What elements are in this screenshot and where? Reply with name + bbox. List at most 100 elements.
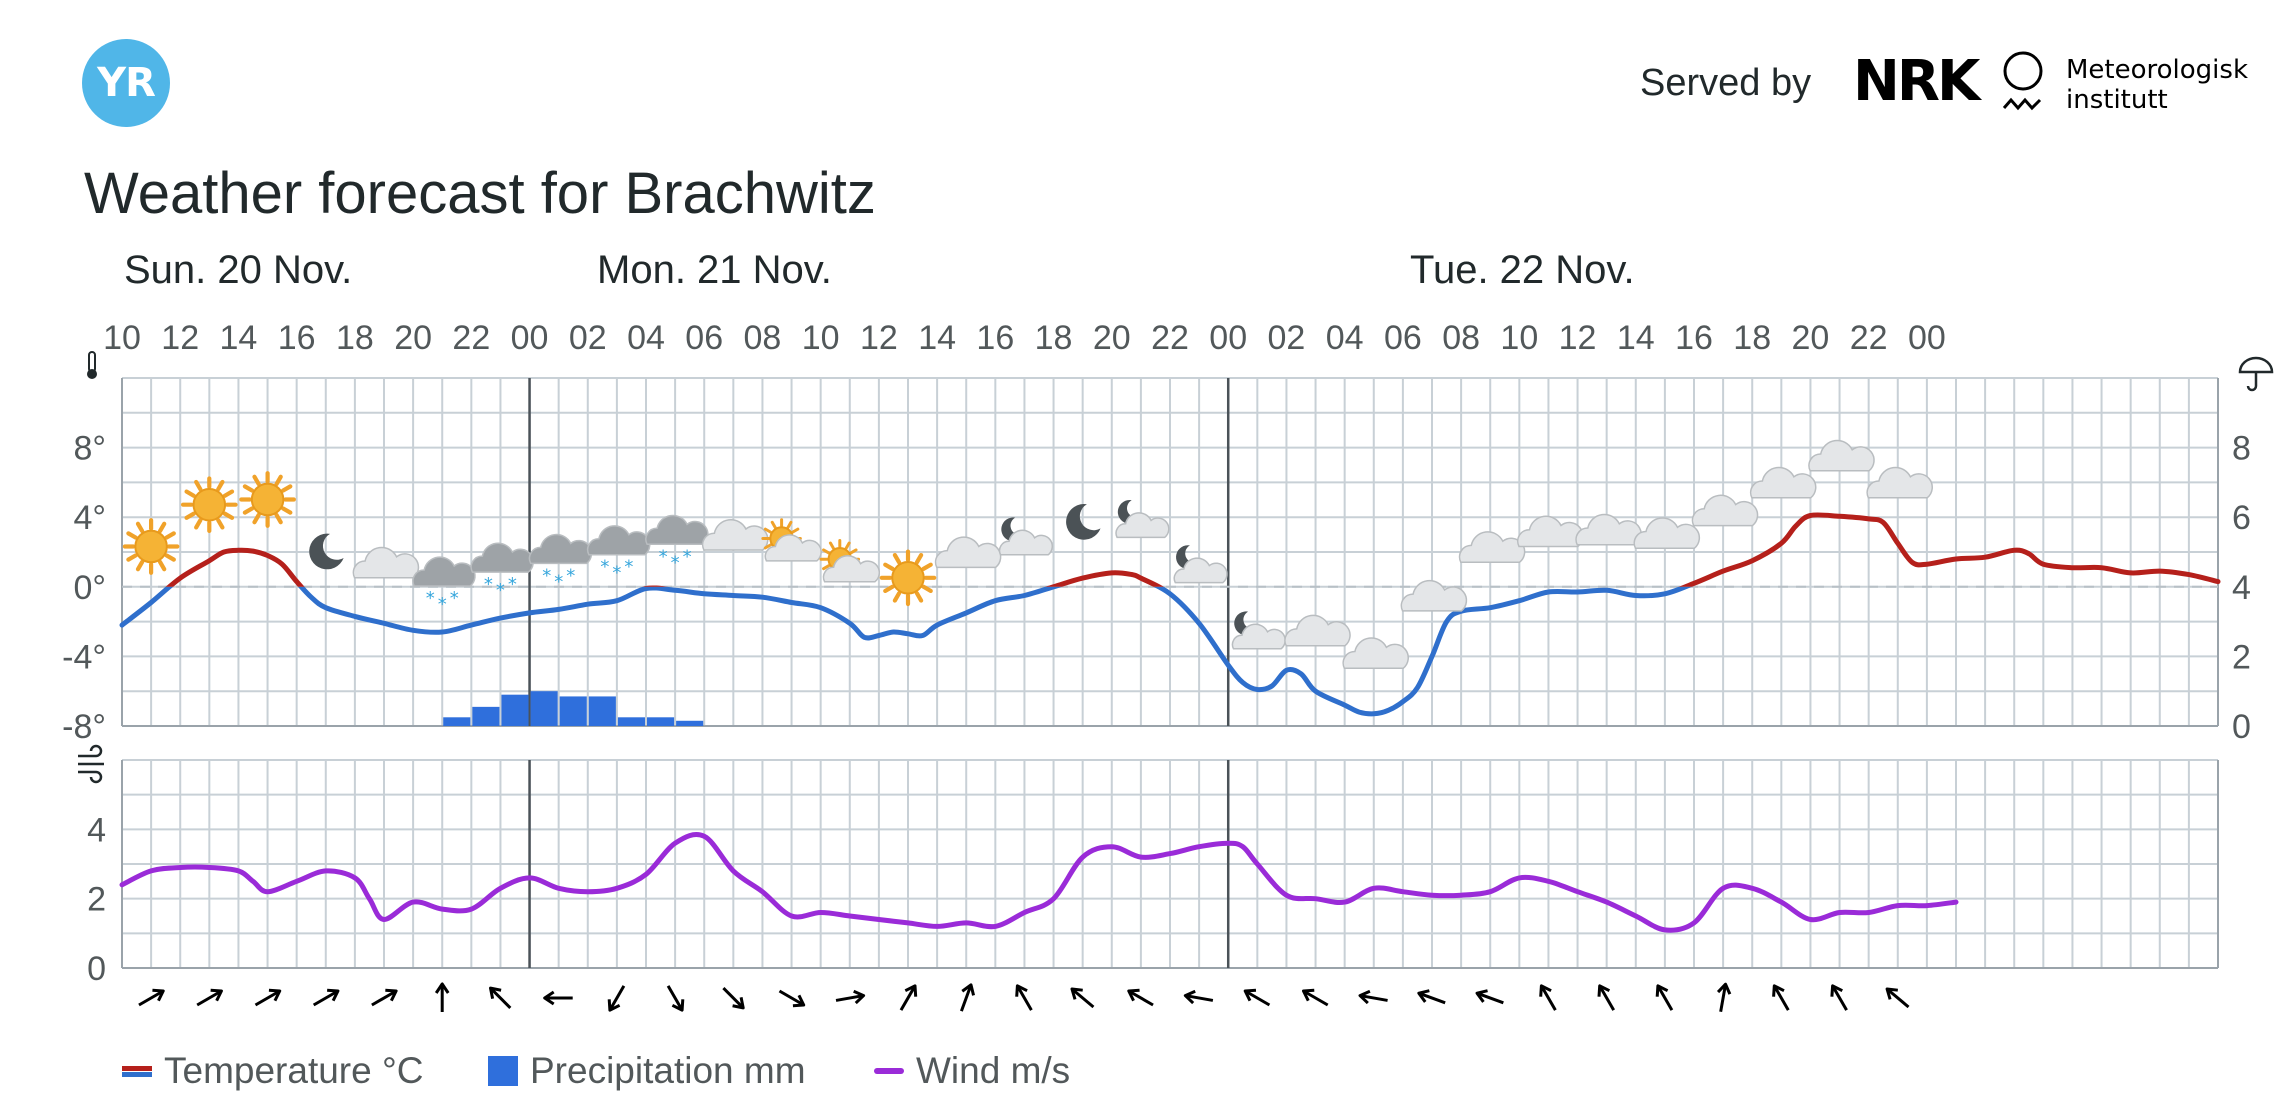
x-tick-label: 22 xyxy=(1850,319,1888,357)
sun-ray xyxy=(786,520,793,529)
sun-ray xyxy=(914,552,924,565)
wind-arrow-shaft xyxy=(1831,985,1848,1011)
x-tick-label: 20 xyxy=(1792,319,1830,357)
cloud-shape xyxy=(1342,637,1409,670)
wind-direction-arrow xyxy=(1716,982,1732,1013)
sun-disc xyxy=(891,561,925,595)
sun-ray xyxy=(157,521,167,534)
snowflake-icon: * xyxy=(542,565,551,586)
wind-arrow-shaft xyxy=(196,989,223,1007)
sun-ray xyxy=(135,559,145,572)
sun-ray xyxy=(280,484,293,493)
partly-sunny-icon xyxy=(761,518,822,562)
wind-arrow-shaft xyxy=(778,989,805,1007)
snow-icon: * * * xyxy=(412,556,476,615)
sun-ray xyxy=(184,489,196,498)
partly-moon-icon xyxy=(998,517,1054,556)
wind-arrow-head xyxy=(1597,984,1611,997)
precip-y-tick: 0 xyxy=(2232,708,2251,746)
wind-arrow-head xyxy=(268,988,282,1002)
x-tick-label: 18 xyxy=(1733,319,1771,357)
wind-direction-arrow xyxy=(1417,989,1446,1005)
cloud-icon xyxy=(1749,466,1817,499)
x-tick-label: 00 xyxy=(1209,319,1247,357)
cloud-shape xyxy=(586,525,651,556)
sun-ray xyxy=(849,548,858,555)
x-tick-label: 18 xyxy=(1035,319,1073,357)
wind-arrow-head xyxy=(1127,988,1140,1002)
x-tick-label: 18 xyxy=(336,319,374,357)
x-tick-label: 22 xyxy=(1151,319,1189,357)
x-tick-label: 14 xyxy=(1617,319,1655,357)
wind-arrow-head xyxy=(1243,988,1257,1002)
x-tick-label: 14 xyxy=(220,319,258,357)
wind-arrow-shaft xyxy=(1418,991,1446,1005)
wind-arrow-shaft xyxy=(899,985,917,1011)
met-institute-line1: Meteorologisk xyxy=(2066,55,2249,85)
x-tick-label: 14 xyxy=(918,319,956,357)
sun-ray xyxy=(274,474,283,487)
wind-direction-arrow xyxy=(1830,984,1848,1011)
sun-ray xyxy=(892,591,902,603)
moon-shape xyxy=(309,533,344,570)
x-tick-label: 08 xyxy=(744,319,782,357)
umbrella-canopy xyxy=(2238,356,2274,374)
precipitation-swatch xyxy=(488,1056,518,1086)
wind-arrow-head xyxy=(732,996,745,1010)
x-tick-label: 16 xyxy=(976,319,1014,357)
snowflake-icon: * xyxy=(438,594,447,615)
cloud-icon xyxy=(1575,513,1642,546)
cloud-shape xyxy=(1749,466,1817,499)
x-tick-label: 10 xyxy=(1500,319,1538,357)
wind-icon xyxy=(78,744,104,784)
wind-arrow-head xyxy=(1655,984,1669,997)
precip-y-tick: 2 xyxy=(2232,638,2251,676)
x-tick-label: 16 xyxy=(1675,319,1713,357)
partly-moon-icon xyxy=(1231,611,1286,650)
met-institute-logo[interactable]: Meteorologisk institutt xyxy=(2066,55,2248,115)
cloud-icon xyxy=(1866,466,1933,499)
x-tick-label: 20 xyxy=(1093,319,1131,357)
cloud-shape xyxy=(1173,557,1228,584)
cloud-shape xyxy=(528,533,593,565)
wind-arrow-shaft xyxy=(1540,985,1557,1011)
wind-arrow-shaft xyxy=(1476,991,1504,1005)
precipitation-bar xyxy=(617,717,645,726)
sun-disc xyxy=(134,529,168,564)
x-tick-label: 16 xyxy=(278,319,316,357)
sun-ray xyxy=(914,591,924,603)
sun-ray xyxy=(883,562,895,571)
wind-arrow-shaft xyxy=(1719,983,1728,1013)
x-tick-label: 12 xyxy=(1559,319,1597,357)
wind-arrow-shaft xyxy=(138,989,164,1007)
moon-icon xyxy=(309,533,344,570)
sun-ray xyxy=(164,531,176,540)
sun-ray xyxy=(216,479,225,492)
x-tick-label: 10 xyxy=(103,319,141,357)
yr-logo-text: YR xyxy=(97,60,156,106)
sun-ray xyxy=(164,553,176,562)
snowflake-icon: * xyxy=(683,546,692,567)
wind-direction-arrow xyxy=(1475,989,1504,1005)
wind-arrow-shaft xyxy=(608,985,626,1011)
sun-ray xyxy=(844,541,851,550)
page-title: Weather forecast for Brachwitz xyxy=(84,161,876,226)
nrk-logo[interactable]: NRK xyxy=(1853,49,1980,114)
sun-ray xyxy=(828,541,835,550)
snow-icon: * * * xyxy=(528,533,593,592)
wind-direction-arrow xyxy=(371,988,398,1007)
wind-arrow-head xyxy=(1301,988,1315,1002)
cloud-shape xyxy=(822,555,881,583)
cloud-icon xyxy=(701,518,769,551)
x-tick-label: 02 xyxy=(1268,319,1306,357)
sun-icon xyxy=(180,476,238,534)
cloud-shape xyxy=(1575,513,1642,546)
sun-ray xyxy=(252,512,261,525)
temperature-line-above xyxy=(165,512,2221,587)
temp-y-tick: 4° xyxy=(73,499,106,537)
served-by-text: Served by xyxy=(1640,62,1812,104)
yr-logo[interactable]: YR xyxy=(82,39,170,127)
temperature-swatch xyxy=(122,1066,152,1077)
day-label-tue: Tue. 22 Nov. xyxy=(1410,248,1635,292)
